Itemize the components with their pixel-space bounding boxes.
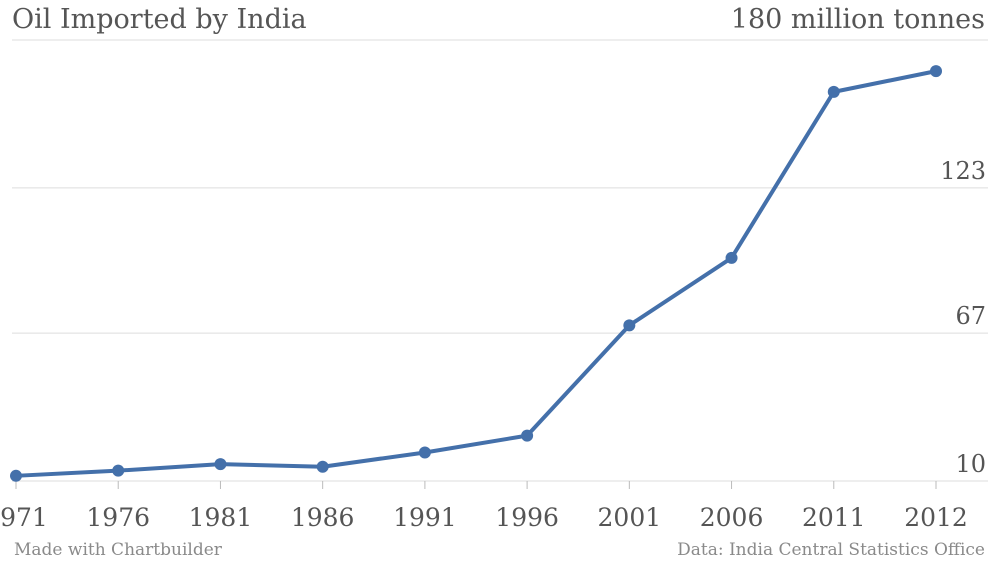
- x-tick-label: 2012: [904, 503, 968, 532]
- data-point: [418, 446, 431, 459]
- y-tick-label: 123: [940, 157, 986, 185]
- x-axis-ticks: 1971 1976 1981 1986 1991 1996 2001 2006 2011 2012: [0, 481, 968, 532]
- x-tick-label: 2001: [598, 503, 662, 532]
- source-text: Data: India Central Statistics Office: [677, 540, 985, 560]
- x-tick-label: 2006: [700, 503, 764, 532]
- y-axis-units-label: 180 million tonnes: [730, 4, 985, 35]
- data-point: [930, 65, 942, 78]
- x-tick-label: 2011: [802, 503, 866, 532]
- data-point: [725, 251, 738, 264]
- data-point: [10, 469, 22, 482]
- chart-title: Oil Imported by India: [12, 4, 307, 35]
- x-tick-label: 1996: [495, 503, 559, 532]
- data-point: [827, 85, 840, 98]
- y-tick-label: 10: [955, 450, 986, 478]
- x-tick-label: 1976: [86, 503, 150, 532]
- data-point: [112, 464, 125, 477]
- data-point: [316, 460, 329, 473]
- gridlines: [12, 39, 988, 482]
- credit-text: Made with Chartbuilder: [14, 540, 222, 560]
- x-tick-label: 1991: [393, 503, 457, 532]
- data-point: [521, 429, 534, 442]
- y-tick-label: 67: [955, 302, 986, 330]
- y-axis-ticks: 10 67 123: [940, 157, 986, 478]
- data-point: [623, 319, 636, 332]
- data-point: [214, 458, 227, 471]
- series-line: [14, 69, 938, 478]
- x-tick-label: 1971: [0, 503, 48, 532]
- series-group: [10, 65, 942, 482]
- x-tick-label: 1986: [291, 503, 355, 532]
- x-tick-label: 1981: [189, 503, 253, 532]
